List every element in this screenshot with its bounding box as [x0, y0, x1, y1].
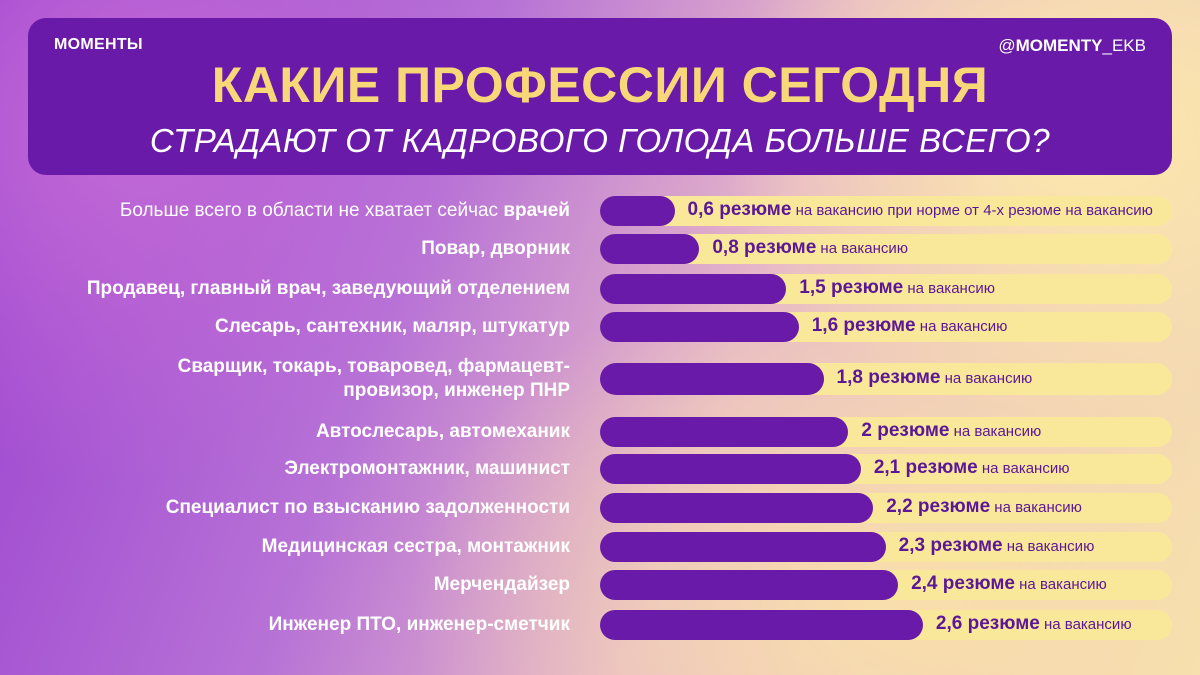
category-label-line1: Сварщик, токарь, товаровед, фармацевт- — [177, 356, 570, 377]
value-suffix: на вакансию — [949, 423, 1042, 440]
value-suffix: на вакансию — [990, 499, 1082, 516]
social-handle[interactable]: @MOMENTY_EKB — [998, 36, 1146, 56]
value-number: 2,3 резюме — [898, 535, 1003, 556]
category-label-bold: Повар, дворник — [421, 238, 570, 259]
value-label: 2,1 резюме на вакансию — [874, 457, 1070, 479]
bar — [600, 196, 675, 226]
value-label: 1,8 резюме на вакансию — [837, 367, 1033, 389]
category-label-bold: Слесарь, сантехник, маляр, штукатур — [215, 316, 570, 337]
category-label: Автослесарь, автомеханик — [10, 420, 570, 444]
value-label: 0,8 резюме на вакансию — [712, 237, 908, 259]
value-suffix: на вакансию — [940, 370, 1033, 387]
category-label-plain: Больше всего в области не хватает сейчас — [119, 200, 504, 221]
bar — [600, 570, 899, 600]
value-number: 2,4 резюме — [911, 573, 1015, 594]
bar-track — [600, 196, 1172, 226]
bar — [600, 610, 923, 640]
category-label-bold: Инженер ПТО, инженер-сметчик — [268, 614, 570, 635]
brand-name: МОМЕНТЫ — [54, 36, 143, 53]
value-number: 1,5 резюме — [799, 277, 904, 298]
value-number: 2,1 резюме — [873, 457, 978, 478]
category-label-bold: Автослесарь, автомеханик — [315, 421, 570, 442]
category-label: Специалист по взысканию задолженности — [10, 496, 570, 520]
category-label-bold: Специалист по взысканию задолженности — [165, 497, 570, 518]
category-label: Мерчендайзер — [10, 573, 570, 597]
category-label: Повар, дворник — [10, 237, 570, 261]
category-label: Инженер ПТО, инженер-сметчик — [10, 613, 570, 637]
bar — [600, 312, 799, 342]
value-suffix: на вакансию — [1002, 538, 1095, 555]
category-label-bold: Мерчендайзер — [433, 574, 570, 595]
value-suffix: на вакансию при норме от 4-х резюме на в… — [791, 202, 1153, 219]
value-number: 0,6 резюме — [687, 199, 792, 220]
value-label: 2,6 резюме на вакансию — [936, 613, 1132, 635]
bar — [600, 363, 824, 395]
value-suffix: на вакансию — [816, 240, 909, 257]
category-label: Продавец, главный врач, заведующий отдел… — [10, 277, 570, 301]
value-label: 0,6 резюме на вакансию при норме от 4-х … — [688, 199, 1153, 221]
category-label-line2: провизор, инженер ПНР — [343, 380, 570, 401]
value-label: 2,4 резюме на вакансию — [911, 573, 1107, 595]
value-suffix: на вакансию — [977, 460, 1070, 477]
bar — [600, 274, 787, 304]
value-label: 2,2 резюме на вакансию — [886, 496, 1082, 518]
bar — [600, 417, 849, 447]
value-suffix: на вакансию — [915, 318, 1008, 335]
bar — [600, 454, 861, 484]
category-label: Медицинская сестра, монтажник — [10, 535, 570, 559]
category-label-bold: Продавец, главный врач, заведующий отдел… — [86, 278, 570, 299]
handle-prefix: @ — [998, 36, 1016, 55]
value-label: 2,3 резюме на вакансию — [899, 535, 1095, 557]
value-number: 1,8 резюме — [836, 367, 941, 388]
value-number: 1,6 резюме — [811, 315, 916, 336]
value-suffix: на вакансию — [1014, 576, 1107, 593]
handle-suffix: _EKB — [1102, 36, 1146, 55]
value-label: 1,5 резюме на вакансию — [799, 277, 995, 299]
category-label: Слесарь, сантехник, маляр, штукатур — [10, 315, 570, 339]
category-label-bold: Медицинская сестра, монтажник — [261, 536, 570, 557]
category-label: Больше всего в области не хватает сейчас… — [10, 199, 570, 223]
page-title: КАКИЕ ПРОФЕССИИ СЕГОДНЯ — [211, 57, 989, 113]
bar — [600, 532, 886, 562]
category-label-bold: врачей — [503, 200, 570, 221]
bar — [600, 493, 874, 523]
page-subtitle: СТРАДАЮТ ОТ КАДРОВОГО ГОЛОДА БОЛЬШЕ ВСЕГ… — [149, 122, 1051, 159]
value-number: 0,8 резюме — [712, 237, 817, 258]
handle-bold: MOMENTY — [1015, 36, 1103, 55]
value-number: 2,2 резюме — [886, 496, 991, 517]
bar — [600, 234, 700, 264]
value-number: 2 резюме — [861, 420, 950, 441]
category-label: Сварщик, токарь, товаровед, фармацевт-пр… — [10, 355, 570, 403]
category-label-bold: Электромонтажник, машинист — [284, 458, 570, 479]
value-number: 2,6 резюме — [935, 613, 1040, 634]
value-suffix: на вакансию — [1039, 616, 1132, 633]
category-label: Электромонтажник, машинист — [10, 457, 570, 481]
header-banner: МОМЕНТЫ @MOMENTY_EKB КАКИЕ ПРОФЕССИИ СЕГ… — [28, 18, 1172, 175]
value-label: 2 резюме на вакансию — [861, 420, 1041, 442]
value-suffix: на вакансию — [903, 280, 995, 297]
value-label: 1,6 резюме на вакансию — [812, 315, 1008, 337]
